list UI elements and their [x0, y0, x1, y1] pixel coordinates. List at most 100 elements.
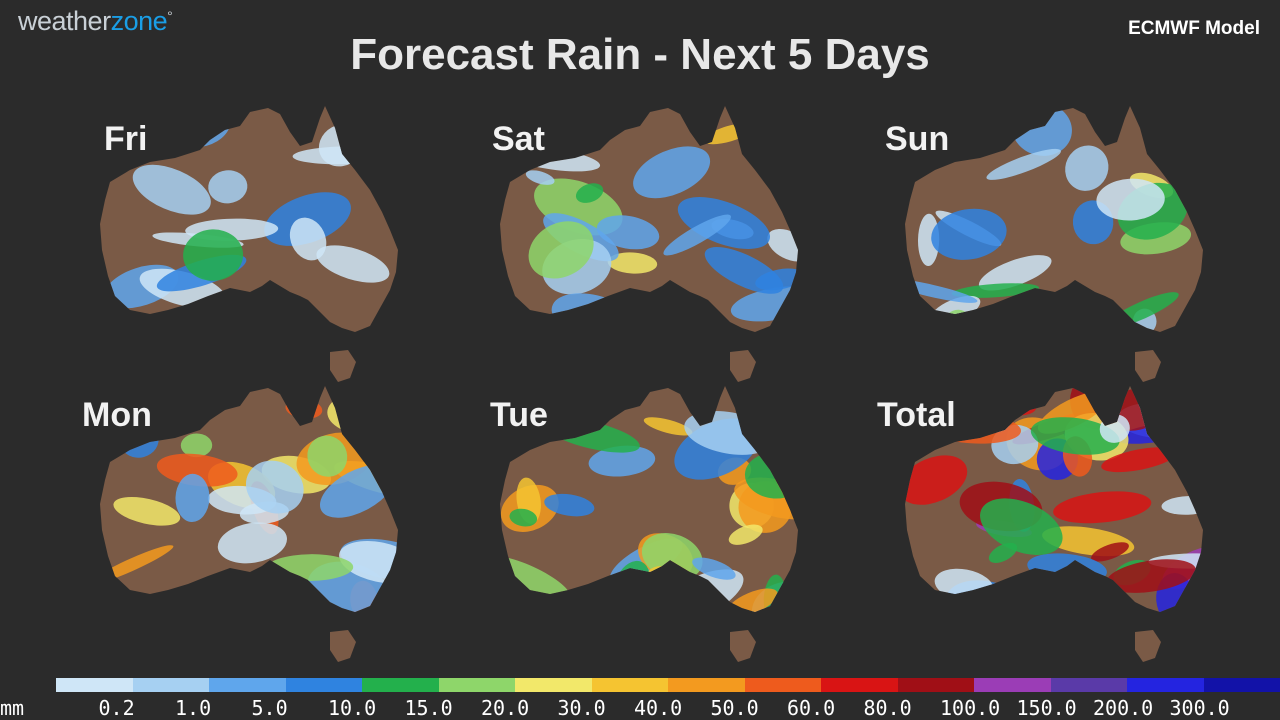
australia-rain-map — [500, 386, 798, 662]
rain-band — [113, 496, 181, 526]
legend-tick-label: 50.0 — [710, 696, 759, 720]
rain-band — [316, 245, 390, 283]
rain-band — [1106, 559, 1196, 593]
australia-rain-map — [905, 106, 1203, 382]
rain-band — [767, 228, 798, 262]
rain-band — [986, 148, 1061, 180]
rain-band — [509, 508, 538, 527]
legend-tick-label: 30.0 — [557, 696, 606, 720]
rain-band — [217, 522, 287, 564]
legend-swatch — [1203, 678, 1280, 692]
rainfall-legend: mm 0.2 1.0 5.0 10.0 15.0 20.0 30.0 40.0 50.0 60.0… — [0, 678, 1280, 720]
tasmania-landmass — [730, 350, 756, 382]
legend-swatch — [897, 678, 974, 692]
rain-band — [307, 435, 348, 477]
logo-weather-text: weather — [18, 6, 111, 36]
legend-tick-label: 10.0 — [328, 696, 377, 720]
rain-band — [704, 247, 784, 294]
panel-day-label: Total — [877, 396, 956, 434]
logo-degree-mark: ° — [167, 8, 173, 24]
tasmania-landmass — [730, 630, 756, 662]
legend-swatch — [56, 678, 133, 692]
legend-swatch — [1127, 678, 1204, 692]
legend-tick-label: 150.0 — [1016, 696, 1077, 720]
tasmania-landmass — [330, 630, 356, 662]
rain-band — [988, 542, 1018, 563]
legend-swatch — [132, 678, 209, 692]
rain-band — [156, 453, 238, 487]
panel-day-label: Mon — [82, 396, 152, 434]
legend-tick-label: 200.0 — [1093, 696, 1154, 720]
rain-band — [728, 524, 763, 545]
map-panel-tue: Tue — [480, 380, 810, 670]
map-panel-mon: Mon — [80, 380, 410, 670]
legend-tick-label: 80.0 — [863, 696, 912, 720]
legend-swatch — [285, 678, 362, 692]
rain-band — [1020, 590, 1081, 626]
rain-band — [575, 183, 604, 203]
rain-band — [663, 214, 731, 256]
australia-rain-map — [500, 106, 798, 382]
rain-band — [245, 460, 304, 514]
rain-band — [175, 473, 210, 522]
rain-band — [289, 217, 327, 261]
rain-band — [339, 540, 398, 584]
rain-band — [643, 417, 693, 436]
legend-tick-label: 15.0 — [404, 696, 453, 720]
legend-swatch — [515, 678, 592, 692]
panel-day-label: Sat — [492, 120, 545, 158]
legend-swatch — [974, 678, 1051, 692]
legend-tick-label: 300.0 — [1169, 696, 1230, 720]
legend-swatch — [209, 678, 286, 692]
rain-band — [1101, 447, 1177, 473]
legend-tick-label: 5.0 — [251, 696, 288, 720]
legend-tick-label: 60.0 — [787, 696, 836, 720]
legend-tick-label: 0.2 — [98, 696, 135, 720]
legend-swatch — [591, 678, 668, 692]
rain-band — [208, 170, 248, 204]
rain-band — [544, 493, 595, 517]
legend-swatch — [744, 678, 821, 692]
rain-band — [692, 557, 736, 580]
rain-band — [1176, 142, 1202, 176]
map-panel-fri: Fri — [80, 100, 410, 390]
page-title: Forecast Rain - Next 5 Days — [350, 30, 930, 79]
rain-band — [1053, 491, 1152, 524]
rain-band — [132, 164, 211, 215]
panel-day-label: Fri — [104, 120, 148, 158]
panel-day-label: Sun — [885, 120, 950, 158]
rain-band — [528, 221, 594, 279]
map-panel-total: Total — [877, 380, 1215, 670]
rain-band — [1096, 178, 1165, 221]
rain-band — [980, 498, 1063, 555]
legend-swatch — [668, 678, 745, 692]
tasmania-landmass — [1135, 350, 1161, 382]
rain-band — [180, 433, 213, 458]
legend-tick-label: 100.0 — [940, 696, 1001, 720]
rain-band — [596, 215, 660, 250]
weatherzone-logo: weatherzone° — [18, 6, 173, 37]
rain-band — [951, 283, 1040, 298]
rain-band — [905, 455, 968, 505]
rain-band — [633, 146, 711, 199]
rain-band — [1030, 417, 1120, 455]
tasmania-landmass — [330, 350, 356, 382]
model-label: ECMWF Model — [1128, 18, 1260, 39]
australia-rain-map — [100, 106, 398, 382]
map-panel-sun: Sun — [885, 100, 1215, 390]
rain-band — [931, 208, 1007, 260]
rain-band — [1065, 145, 1109, 191]
logo-zone-text: zone — [110, 6, 168, 36]
rain-band — [607, 252, 658, 274]
legend-swatch — [1050, 678, 1127, 692]
rain-band — [588, 445, 656, 477]
legend-tick-label: 1.0 — [175, 696, 212, 720]
panel-day-label: Tue — [490, 396, 548, 434]
map-panel-sat: Sat — [480, 100, 810, 390]
rain-band — [917, 213, 940, 266]
australia-landmass — [905, 106, 1203, 332]
legend-swatch — [362, 678, 439, 692]
legend-color-bar — [56, 678, 1280, 692]
legend-tick-label: 20.0 — [481, 696, 530, 720]
legend-swatch — [821, 678, 898, 692]
